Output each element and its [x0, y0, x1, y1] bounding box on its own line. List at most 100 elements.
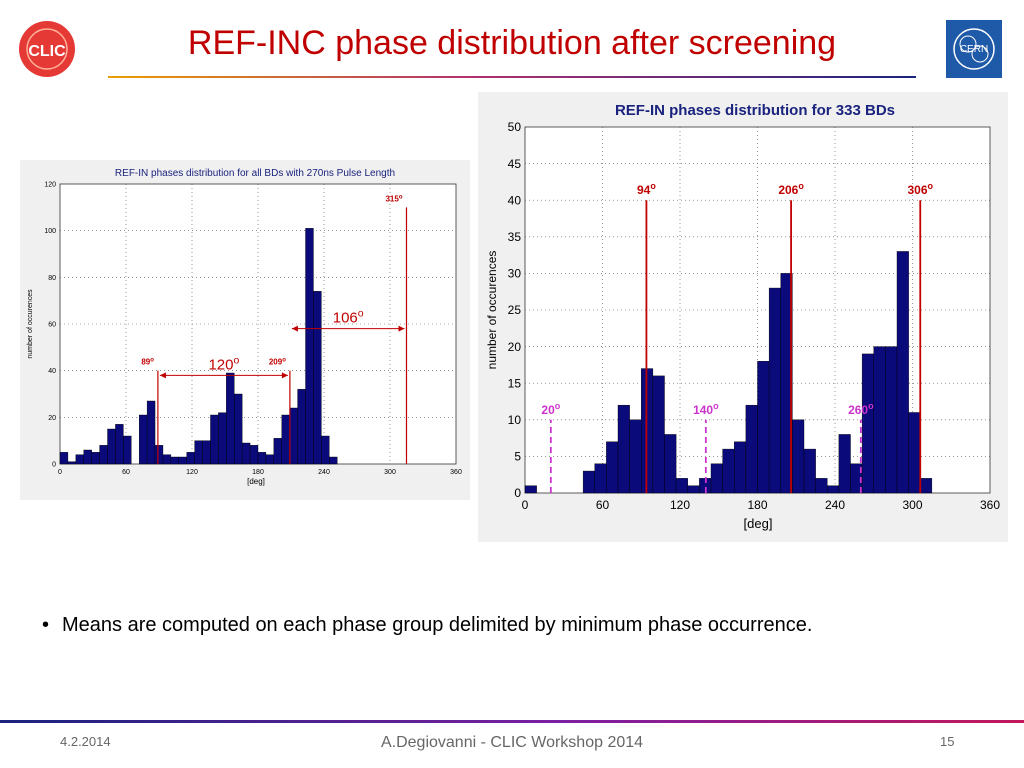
bullet-dot: •: [42, 614, 50, 636]
min-phase-label: 260o: [848, 401, 874, 417]
histogram-bar: [186, 452, 195, 465]
histogram-bar: [305, 228, 314, 465]
histogram-bar: [170, 456, 180, 465]
histogram-bar: [83, 449, 92, 465]
page-title: REF-INC phase distribution after screeni…: [187, 24, 837, 62]
bullet-text: Means are computed on each phase group d…: [62, 614, 813, 636]
y-tick-label: 20: [48, 415, 56, 422]
histogram-bar: [234, 393, 243, 465]
histogram-bar: [803, 448, 816, 494]
arrow-head-left: [159, 372, 166, 379]
histogram-bar: [138, 414, 148, 465]
x-tick-label: 120: [186, 469, 198, 476]
mean-phase-label: 306o: [907, 181, 933, 197]
mean-phase-label: 315o: [385, 194, 402, 203]
x-tick-label: 120: [670, 498, 690, 512]
mean-phase-label: 206o: [778, 181, 804, 197]
x-tick-label: 360: [980, 498, 1000, 512]
chart-left-270ns: REF-IN phases distribution for all BDs w…: [20, 160, 470, 500]
x-tick-label: 300: [902, 498, 922, 512]
histogram-bar: [146, 400, 156, 465]
histogram-bar: [652, 375, 665, 494]
y-tick-label: 45: [508, 157, 522, 171]
y-tick-label: 5: [514, 450, 521, 464]
y-tick-label: 30: [508, 267, 522, 281]
y-tick-label: 20: [508, 340, 522, 354]
y-tick-label: 15: [508, 376, 522, 390]
histogram-bar: [91, 452, 100, 465]
y-tick-label: 25: [508, 303, 522, 317]
histogram-bar: [687, 485, 700, 494]
min-phase-label: 140o: [693, 401, 719, 417]
title-divider: [108, 76, 916, 78]
histogram-bar: [329, 456, 338, 465]
chart-right-axes: 0 60 120 180 240 300 360 0 5 10 15 20 25 30 35 40 45 50: [508, 120, 1001, 512]
chart-right-annotations: 94o 206o 306o 20o 140o 260o: [541, 181, 934, 493]
y-tick-label: 120: [44, 181, 56, 188]
histogram-bar: [289, 407, 298, 465]
histogram-bar: [273, 438, 282, 465]
histogram-bar: [162, 454, 172, 465]
cern-logo: CERN: [946, 20, 1002, 78]
histogram-bar: [226, 372, 235, 465]
histogram-bar: [178, 456, 187, 465]
histogram-bar: [792, 419, 805, 494]
histogram-bar: [606, 441, 619, 494]
y-tick-label: 0: [52, 461, 56, 468]
histogram-bar: [321, 435, 330, 465]
histogram-bar: [154, 445, 164, 465]
x-tick-label: 180: [747, 498, 767, 512]
mean-phase-label: 209o: [269, 358, 286, 367]
arrow-head-right: [281, 372, 288, 379]
histogram-bar: [59, 452, 69, 465]
phase-span-label: 120o: [208, 354, 239, 373]
y-tick-label: 40: [508, 193, 522, 207]
histogram-bar: [896, 251, 909, 494]
clic-logo-text: CLIC: [28, 43, 66, 60]
chart-left-axes: 0 60 120 180 240 300 360 0 20 40 60 80 100 120: [44, 181, 462, 476]
phase-span-label: 106o: [333, 308, 364, 327]
histogram-bar: [734, 441, 747, 494]
x-tick-label: 0: [58, 469, 62, 476]
mean-phase-label: 94o: [637, 181, 656, 197]
x-tick-label: 300: [384, 469, 396, 476]
y-tick-label: 60: [48, 321, 56, 328]
histogram-bar: [67, 461, 77, 465]
histogram-bar: [107, 428, 116, 465]
y-tick-label: 35: [508, 230, 522, 244]
y-tick-label: 40: [48, 368, 56, 375]
histogram-bar: [885, 346, 898, 494]
mean-phase-label: 89o: [141, 358, 154, 367]
chart-right-333bds: REF-IN phases distribution for 333 BDs 9…: [478, 92, 1008, 542]
histogram-bar: [617, 404, 630, 494]
x-tick-label: 360: [450, 469, 462, 476]
arrow-head-left: [291, 325, 298, 332]
histogram-bar: [675, 478, 688, 494]
histogram-bar: [710, 463, 723, 494]
histogram-bar: [218, 412, 227, 465]
clic-logo: CLIC: [19, 21, 75, 77]
chart-right-ylabel: number of occurences: [485, 251, 499, 370]
histogram-bar: [861, 353, 874, 494]
y-tick-label: 0: [514, 486, 521, 500]
y-tick-label: 80: [48, 275, 56, 282]
histogram-bar: [313, 291, 322, 465]
histogram-bar: [908, 412, 921, 494]
histogram-bar: [920, 478, 933, 494]
histogram-bar: [202, 440, 211, 465]
chart-left-bars: [59, 228, 338, 465]
chart-left-ylabel: number of occurences: [27, 289, 34, 359]
histogram-bar: [123, 435, 132, 465]
arrow-head-right: [398, 325, 405, 332]
histogram-bar: [210, 414, 219, 465]
histogram-bar: [629, 419, 642, 494]
histogram-bar: [745, 404, 758, 494]
histogram-bar: [780, 273, 793, 494]
footer-author: A.Degiovanni - CLIC Workshop 2014: [380, 734, 644, 751]
chart-left-xlabel: [deg]: [247, 477, 265, 486]
histogram-bar: [281, 414, 290, 465]
histogram-bar: [249, 445, 259, 465]
x-tick-label: 240: [318, 469, 330, 476]
chart-right-xlabel: [deg]: [744, 516, 773, 531]
x-tick-label: 0: [522, 498, 529, 512]
